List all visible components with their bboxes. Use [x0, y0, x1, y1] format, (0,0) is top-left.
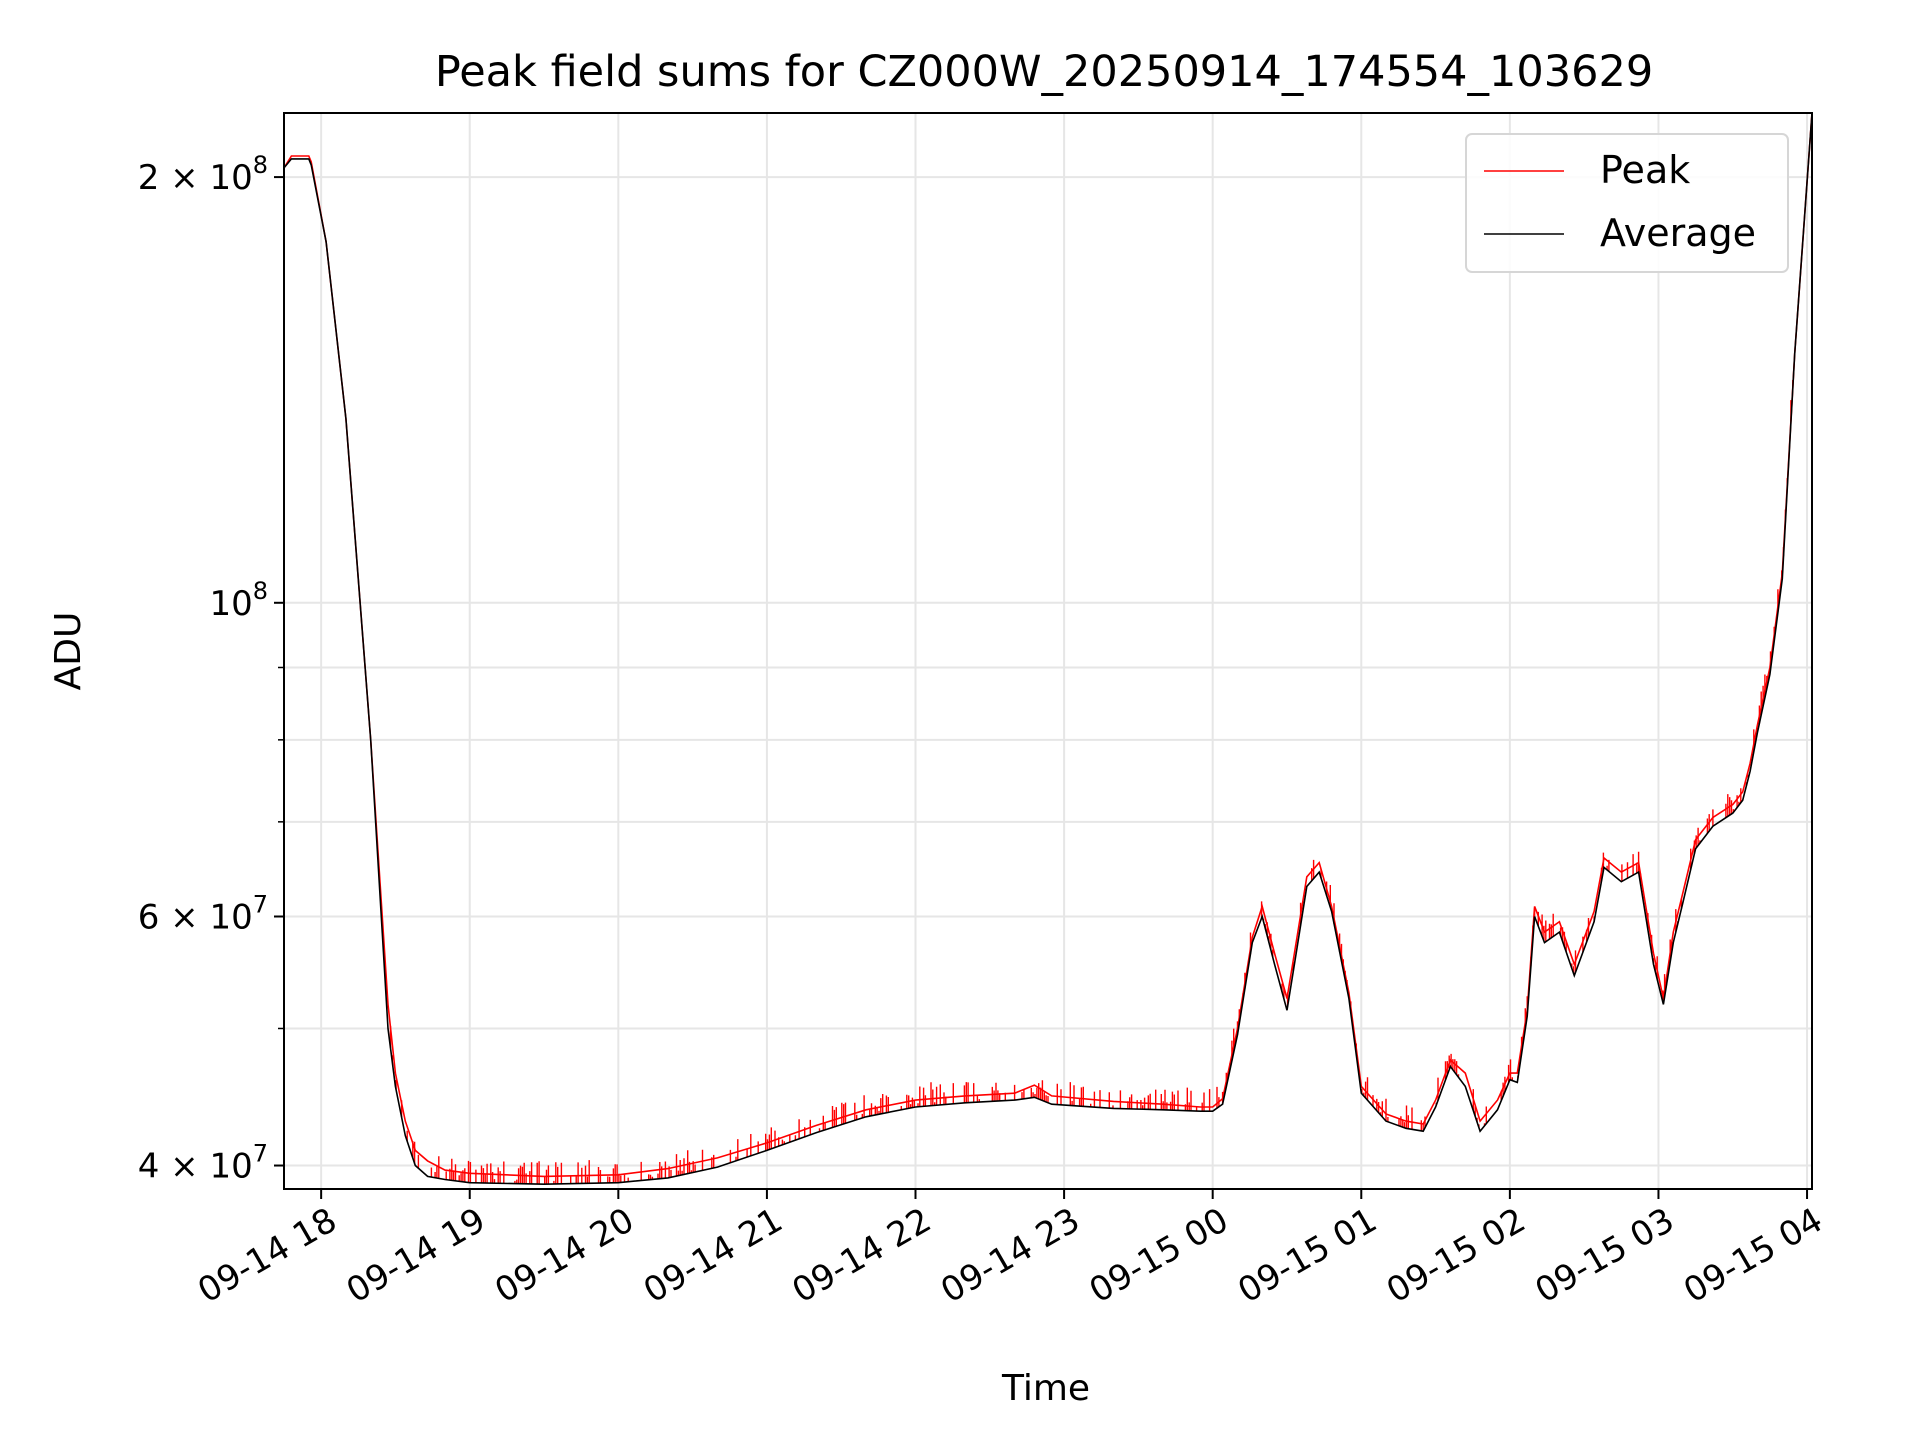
plot-frame: [283, 112, 1813, 1190]
legend: Peak Average: [1465, 133, 1789, 273]
y-axis-label: ADU: [48, 612, 89, 691]
y-tick-label: 2 × 108: [138, 151, 268, 198]
x-axis-label: Time: [1001, 1368, 1090, 1409]
legend-box: [1465, 133, 1789, 273]
legend-peak-label: Peak: [1600, 148, 1690, 192]
chart-title: Peak field sums for CZ000W_20250914_1745…: [435, 47, 1653, 97]
y-tick-label: 108: [209, 577, 268, 624]
series-line-average: [284, 113, 1812, 1186]
y-tick-label: 6 × 107: [138, 891, 268, 938]
series-layer: [284, 113, 1812, 1186]
legend-average-label: Average: [1600, 211, 1756, 255]
y-tick-label: 4 × 107: [138, 1140, 268, 1187]
